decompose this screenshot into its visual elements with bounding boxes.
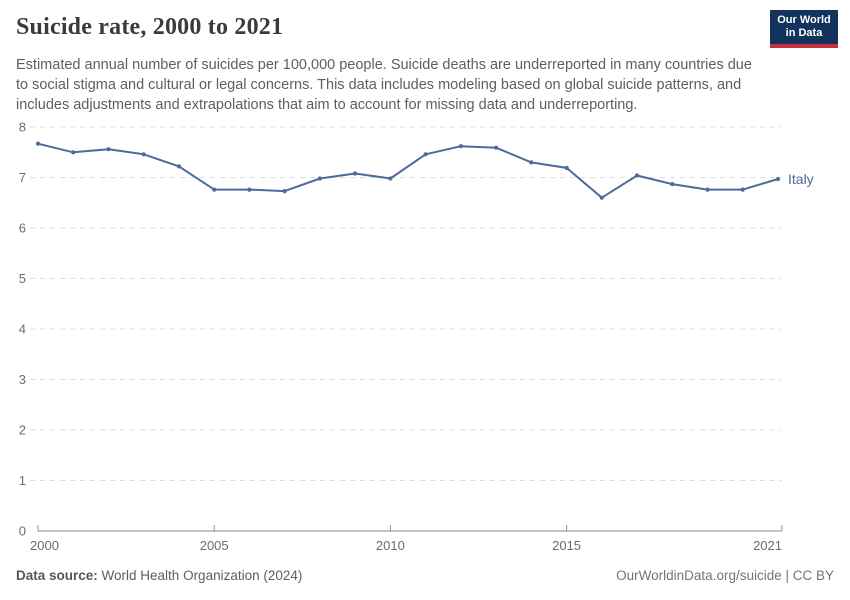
data-point-marker xyxy=(317,176,322,181)
y-tick-label: 0 xyxy=(19,524,26,539)
x-tick-label: 2021 xyxy=(753,538,782,553)
data-point-marker xyxy=(458,144,463,149)
data-point-marker xyxy=(423,152,428,157)
x-axis-line xyxy=(37,525,783,532)
data-point-marker xyxy=(353,171,358,176)
x-tick-label: 2010 xyxy=(376,538,405,553)
data-point-marker xyxy=(740,187,745,192)
data-point-marker xyxy=(705,187,710,192)
data-point-marker xyxy=(599,195,604,200)
series-label-italy[interactable]: Italy xyxy=(788,171,814,187)
data-point-marker xyxy=(141,152,146,157)
data-point-marker xyxy=(634,173,640,178)
y-tick-label: 8 xyxy=(19,120,26,135)
chart-subtitle: Estimated annual number of suicides per … xyxy=(16,57,752,113)
y-tick-label: 2 xyxy=(19,423,26,438)
data-point-marker xyxy=(670,182,675,187)
x-tick-label: 2000 xyxy=(30,538,59,553)
data-source-label: Data source: xyxy=(16,568,98,583)
data-point-marker xyxy=(282,189,287,194)
data-point-marker xyxy=(388,176,393,181)
data-point-marker xyxy=(35,141,41,146)
y-tick-label: 3 xyxy=(19,372,26,387)
y-tick-label: 5 xyxy=(19,271,26,286)
data-point-marker xyxy=(564,165,569,170)
chart-footer: Data source: World Health Organization (… xyxy=(16,568,834,583)
x-tick-label: 2005 xyxy=(200,538,229,553)
chart-title: Suicide rate, 2000 to 2021 xyxy=(16,14,284,40)
owid-logo-text-line2: in Data xyxy=(785,27,823,39)
data-point-marker xyxy=(775,176,781,182)
data-point-marker xyxy=(106,147,111,152)
y-tick-label: 7 xyxy=(19,170,26,185)
y-tick-label: 1 xyxy=(19,473,26,488)
data-point-marker xyxy=(71,150,76,155)
license-link[interactable]: OurWorldinData.org/suicide | CC BY xyxy=(616,568,834,583)
data-point-marker xyxy=(212,187,217,192)
data-source-note: Data source: World Health Organization (… xyxy=(16,568,302,583)
x-tick-label: 2015 xyxy=(552,538,581,553)
data-point-marker xyxy=(176,164,182,169)
line-chart-plot-area[interactable]: 0 1 2 3 4 5 6 7 8 2000 2005 2010 2015 2021 xyxy=(0,108,850,564)
owid-logo-text-line1: Our World xyxy=(777,14,831,27)
owid-logo[interactable]: Our World in Data xyxy=(770,10,838,48)
data-point-marker xyxy=(247,187,252,192)
data-point-marker xyxy=(529,160,534,165)
data-point-marker xyxy=(494,145,499,150)
y-tick-label: 6 xyxy=(19,221,26,236)
data-source-value: World Health Organization (2024) xyxy=(97,568,303,583)
italy-series-line[interactable] xyxy=(37,142,779,199)
y-tick-label: 4 xyxy=(19,322,26,337)
